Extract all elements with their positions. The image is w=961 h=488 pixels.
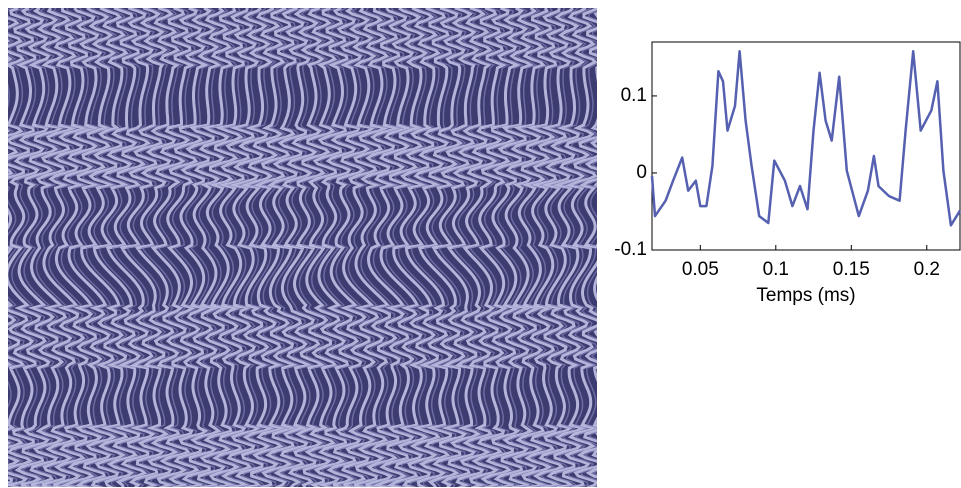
stripe bbox=[531, 8, 574, 487]
y-tick-label: 0 bbox=[636, 162, 647, 183]
stripe-shade bbox=[11, 8, 55, 487]
stripe bbox=[240, 8, 289, 487]
plot-frame bbox=[651, 41, 961, 251]
stripe-shade bbox=[35, 8, 81, 487]
stripe bbox=[253, 8, 301, 487]
stripe bbox=[17, 8, 65, 487]
stripe bbox=[342, 8, 391, 487]
stripe bbox=[446, 8, 494, 487]
stripe bbox=[179, 8, 223, 487]
stripe bbox=[266, 8, 313, 487]
stripe-shade bbox=[536, 8, 577, 487]
stripe bbox=[218, 8, 262, 487]
stripe-shade bbox=[397, 8, 445, 487]
stripe bbox=[504, 8, 547, 487]
y-tick-label: 0.1 bbox=[621, 85, 647, 106]
stripe bbox=[105, 8, 156, 487]
stripe-shade bbox=[549, 8, 591, 487]
x-axis-label: Temps (ms) bbox=[756, 285, 855, 306]
stripe bbox=[517, 8, 559, 487]
stripe-shade bbox=[48, 8, 94, 487]
stripe bbox=[67, 8, 117, 487]
stripe-shade bbox=[156, 8, 199, 487]
stripe bbox=[205, 8, 247, 487]
stripe bbox=[92, 8, 142, 487]
x-tick-label: 0.2 bbox=[914, 259, 940, 280]
stripe-shade bbox=[510, 8, 550, 487]
stripe-shade bbox=[111, 8, 160, 487]
stripe bbox=[329, 8, 377, 487]
stripe bbox=[150, 8, 196, 487]
stripe-shade bbox=[224, 8, 266, 487]
stripe bbox=[305, 8, 350, 487]
stripe-shade bbox=[98, 8, 146, 487]
stripe bbox=[541, 8, 588, 487]
x-tick-label: 0.15 bbox=[833, 259, 870, 280]
stripe-shade bbox=[335, 8, 381, 487]
stripe bbox=[491, 8, 535, 487]
stripe-shade bbox=[211, 8, 251, 487]
stripe-shade bbox=[523, 8, 563, 487]
stripe bbox=[552, 8, 597, 487]
stripe-shade bbox=[483, 8, 525, 487]
stripe-shade bbox=[497, 8, 538, 487]
stripe-shade bbox=[198, 8, 238, 487]
stripe-shade bbox=[437, 8, 485, 487]
stripe-shade bbox=[85, 8, 133, 487]
stripe bbox=[317, 8, 363, 487]
stripe-shade bbox=[560, 8, 597, 487]
stripe bbox=[431, 8, 482, 487]
stripe-shade bbox=[185, 8, 226, 487]
stripe bbox=[8, 16, 26, 487]
stripe-shade bbox=[410, 8, 457, 487]
stripe bbox=[417, 8, 468, 487]
stripe-shade bbox=[248, 8, 291, 487]
stripe bbox=[8, 8, 51, 487]
stripe bbox=[366, 8, 415, 487]
stripe bbox=[8, 8, 37, 487]
stripe bbox=[280, 8, 326, 487]
stripe bbox=[192, 8, 234, 487]
stripe-shade bbox=[141, 8, 185, 487]
stripe-shade bbox=[126, 8, 173, 487]
stripe bbox=[292, 8, 338, 487]
stripe bbox=[166, 8, 210, 487]
x-tick-label: 0.1 bbox=[763, 259, 789, 280]
stripe-shade bbox=[23, 8, 69, 487]
stripe bbox=[80, 8, 129, 487]
stripe-shade bbox=[171, 8, 213, 487]
stripe-shade bbox=[8, 21, 18, 464]
stripe bbox=[119, 8, 170, 487]
stripe bbox=[478, 8, 522, 487]
stripe bbox=[565, 8, 597, 487]
stripe-shade bbox=[60, 8, 107, 487]
stripe-shade bbox=[237, 8, 279, 487]
stripe bbox=[354, 8, 403, 487]
stripe bbox=[54, 8, 103, 487]
stripe bbox=[392, 8, 441, 487]
stripe-shade bbox=[8, 8, 30, 487]
stripe bbox=[134, 8, 181, 487]
stripe-shade bbox=[323, 8, 367, 487]
stripe-texture bbox=[8, 8, 597, 487]
stripe bbox=[462, 8, 507, 487]
stripe bbox=[404, 8, 454, 487]
stripe bbox=[229, 8, 276, 487]
x-tick-label: 0.05 bbox=[682, 259, 719, 280]
stripe-shade bbox=[372, 8, 419, 487]
data-line bbox=[650, 49, 961, 227]
stripe-shade bbox=[468, 8, 511, 487]
stripe-shade bbox=[360, 8, 406, 487]
stripe-shade bbox=[347, 8, 393, 487]
stripe bbox=[379, 8, 429, 487]
stripe bbox=[29, 8, 79, 487]
stripe bbox=[42, 8, 91, 487]
stripe-shade bbox=[452, 8, 497, 487]
stripe-shade bbox=[73, 8, 121, 487]
stripe-shade bbox=[423, 8, 472, 487]
stripe-shade bbox=[385, 8, 433, 487]
y-tick-label: -0.1 bbox=[614, 239, 647, 260]
